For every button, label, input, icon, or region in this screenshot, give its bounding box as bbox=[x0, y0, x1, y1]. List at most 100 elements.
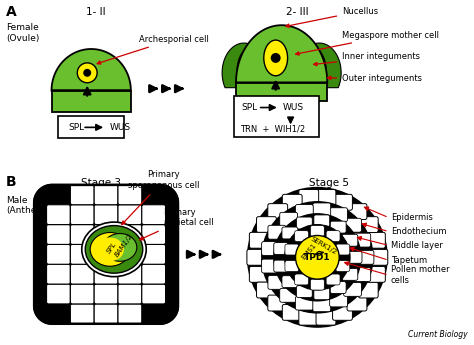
FancyBboxPatch shape bbox=[299, 309, 319, 325]
Text: Primary
sporogenous cell: Primary sporogenous cell bbox=[122, 170, 200, 225]
FancyBboxPatch shape bbox=[94, 264, 118, 284]
FancyBboxPatch shape bbox=[142, 244, 165, 264]
FancyBboxPatch shape bbox=[268, 225, 286, 239]
FancyBboxPatch shape bbox=[314, 215, 330, 227]
FancyBboxPatch shape bbox=[299, 189, 319, 205]
FancyBboxPatch shape bbox=[283, 194, 302, 210]
Text: SPL: SPL bbox=[68, 123, 84, 132]
FancyBboxPatch shape bbox=[118, 225, 142, 244]
FancyBboxPatch shape bbox=[333, 194, 352, 210]
Text: Male
(Anther): Male (Anther) bbox=[6, 196, 44, 215]
FancyBboxPatch shape bbox=[342, 234, 358, 246]
FancyBboxPatch shape bbox=[94, 185, 118, 205]
FancyBboxPatch shape bbox=[46, 225, 70, 244]
Text: Epidermis: Epidermis bbox=[391, 213, 433, 222]
FancyBboxPatch shape bbox=[118, 284, 142, 304]
FancyBboxPatch shape bbox=[326, 274, 340, 285]
FancyBboxPatch shape bbox=[262, 259, 280, 273]
FancyBboxPatch shape bbox=[314, 288, 330, 300]
FancyBboxPatch shape bbox=[368, 249, 388, 265]
Ellipse shape bbox=[82, 222, 146, 277]
FancyBboxPatch shape bbox=[142, 225, 165, 244]
FancyBboxPatch shape bbox=[268, 275, 286, 289]
Text: Archesporial cell: Archesporial cell bbox=[97, 34, 209, 64]
FancyBboxPatch shape bbox=[262, 241, 280, 256]
FancyBboxPatch shape bbox=[256, 217, 276, 233]
FancyBboxPatch shape bbox=[70, 225, 94, 244]
FancyBboxPatch shape bbox=[118, 205, 142, 225]
FancyBboxPatch shape bbox=[94, 225, 118, 244]
FancyBboxPatch shape bbox=[342, 268, 358, 280]
FancyBboxPatch shape bbox=[268, 204, 288, 219]
FancyBboxPatch shape bbox=[313, 203, 331, 217]
Polygon shape bbox=[34, 185, 178, 324]
FancyBboxPatch shape bbox=[46, 284, 70, 304]
Text: Female
(Ovule): Female (Ovule) bbox=[6, 23, 39, 43]
Text: EMS1: EMS1 bbox=[301, 242, 318, 261]
FancyBboxPatch shape bbox=[46, 264, 70, 284]
Circle shape bbox=[273, 214, 361, 301]
FancyBboxPatch shape bbox=[353, 268, 371, 282]
FancyBboxPatch shape bbox=[295, 231, 309, 241]
FancyBboxPatch shape bbox=[330, 282, 346, 294]
Ellipse shape bbox=[103, 234, 137, 261]
Text: Nucellus: Nucellus bbox=[286, 7, 378, 27]
Text: TPD1: TPD1 bbox=[304, 253, 331, 262]
FancyBboxPatch shape bbox=[118, 244, 142, 264]
FancyBboxPatch shape bbox=[365, 266, 385, 282]
FancyBboxPatch shape bbox=[346, 252, 362, 263]
FancyBboxPatch shape bbox=[268, 295, 288, 311]
Polygon shape bbox=[236, 25, 327, 83]
Text: Tapetum: Tapetum bbox=[391, 256, 427, 265]
Text: SPL: SPL bbox=[241, 103, 257, 112]
Ellipse shape bbox=[297, 47, 326, 95]
Circle shape bbox=[271, 53, 281, 63]
Text: Current Biology: Current Biology bbox=[409, 330, 468, 339]
FancyBboxPatch shape bbox=[46, 205, 70, 225]
FancyBboxPatch shape bbox=[274, 260, 290, 272]
FancyBboxPatch shape bbox=[356, 250, 374, 264]
FancyBboxPatch shape bbox=[142, 205, 165, 225]
FancyBboxPatch shape bbox=[118, 304, 142, 324]
FancyBboxPatch shape bbox=[94, 284, 118, 304]
Text: SERK1/2: SERK1/2 bbox=[309, 236, 337, 255]
FancyBboxPatch shape bbox=[282, 276, 298, 288]
Text: SPL: SPL bbox=[106, 240, 118, 254]
Text: BAM1/2: BAM1/2 bbox=[114, 233, 134, 258]
Ellipse shape bbox=[90, 233, 130, 266]
FancyBboxPatch shape bbox=[247, 249, 267, 265]
Polygon shape bbox=[17, 165, 195, 344]
Circle shape bbox=[262, 202, 373, 313]
Polygon shape bbox=[222, 43, 266, 88]
Text: Stage 5: Stage 5 bbox=[309, 178, 349, 188]
Circle shape bbox=[77, 63, 97, 83]
Text: Middle layer: Middle layer bbox=[391, 241, 443, 250]
FancyBboxPatch shape bbox=[353, 233, 371, 247]
FancyBboxPatch shape bbox=[274, 243, 290, 255]
FancyBboxPatch shape bbox=[358, 282, 378, 298]
Circle shape bbox=[284, 225, 350, 290]
FancyBboxPatch shape bbox=[70, 244, 94, 264]
FancyBboxPatch shape bbox=[329, 208, 347, 221]
FancyBboxPatch shape bbox=[316, 309, 336, 325]
Ellipse shape bbox=[237, 47, 267, 95]
FancyBboxPatch shape bbox=[70, 284, 94, 304]
FancyBboxPatch shape bbox=[283, 304, 302, 320]
FancyBboxPatch shape bbox=[70, 185, 94, 205]
FancyBboxPatch shape bbox=[70, 205, 94, 225]
FancyBboxPatch shape bbox=[336, 260, 350, 272]
FancyBboxPatch shape bbox=[118, 185, 142, 205]
FancyBboxPatch shape bbox=[280, 288, 298, 302]
Text: 2- III: 2- III bbox=[286, 7, 309, 17]
FancyBboxPatch shape bbox=[358, 217, 378, 233]
Text: WUS: WUS bbox=[283, 103, 304, 112]
FancyBboxPatch shape bbox=[70, 304, 94, 324]
FancyBboxPatch shape bbox=[295, 205, 313, 218]
FancyBboxPatch shape bbox=[94, 205, 118, 225]
Circle shape bbox=[295, 236, 339, 279]
FancyBboxPatch shape bbox=[329, 293, 347, 307]
FancyBboxPatch shape bbox=[310, 279, 324, 290]
Text: Endothecium: Endothecium bbox=[391, 227, 446, 236]
Polygon shape bbox=[52, 49, 131, 91]
FancyBboxPatch shape bbox=[316, 189, 336, 205]
